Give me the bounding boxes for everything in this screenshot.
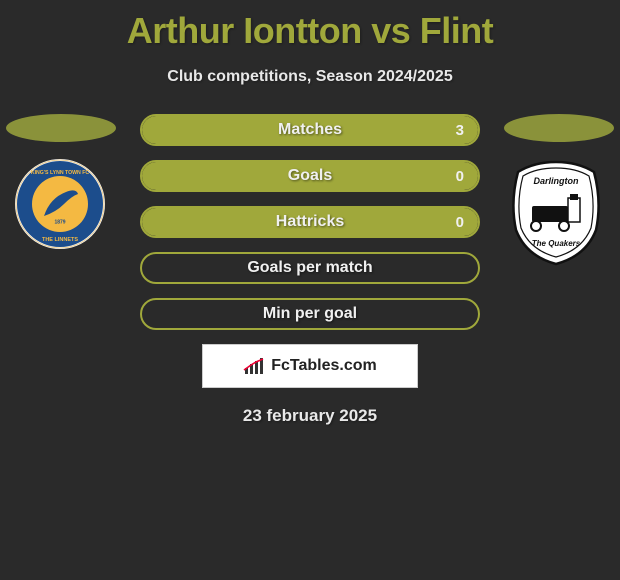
stat-row-matches: Matches 3 xyxy=(140,114,480,146)
svg-text:Darlington: Darlington xyxy=(534,176,579,186)
stat-row-min-per-goal: Min per goal xyxy=(140,298,480,330)
svg-text:THE LINNETS: THE LINNETS xyxy=(42,237,78,243)
date-label: 23 february 2025 xyxy=(0,406,620,426)
stat-label: Goals xyxy=(288,167,332,185)
stat-row-goals: Goals 0 xyxy=(140,160,480,192)
stat-label: Hattricks xyxy=(276,213,344,231)
subtitle: Club competitions, Season 2024/2025 xyxy=(0,68,620,86)
brand-text: FcTables.com xyxy=(271,357,377,375)
stat-label: Goals per match xyxy=(247,259,372,277)
stat-row-hattricks: Hattricks 0 xyxy=(140,206,480,238)
stat-value-right: 3 xyxy=(456,122,464,139)
stats-list: Matches 3 Goals 0 Hattricks 0 Goals per … xyxy=(140,114,480,330)
stat-value-right: 0 xyxy=(456,214,464,231)
chart-icon xyxy=(243,356,267,376)
svg-text:The Quakers: The Quakers xyxy=(532,239,581,248)
svg-text:KING'S LYNN TOWN FC: KING'S LYNN TOWN FC xyxy=(31,170,90,176)
page-title: Arthur Iontton vs Flint xyxy=(0,0,620,52)
left-player-oval xyxy=(6,114,116,142)
stat-label: Matches xyxy=(278,121,342,139)
club-crest-icon: Darlington The Quakers xyxy=(506,158,606,268)
stat-row-goals-per-match: Goals per match xyxy=(140,252,480,284)
left-club-badge: KING'S LYNN TOWN FC THE LINNETS 1879 xyxy=(14,158,106,255)
brand-watermark: FcTables.com xyxy=(202,344,418,388)
club-crest-icon: KING'S LYNN TOWN FC THE LINNETS 1879 xyxy=(14,158,106,250)
right-club-badge: Darlington The Quakers xyxy=(506,158,606,273)
right-player-oval xyxy=(504,114,614,142)
comparison-area: KING'S LYNN TOWN FC THE LINNETS 1879 Dar… xyxy=(0,114,620,426)
stat-value-right: 0 xyxy=(456,168,464,185)
svg-text:1879: 1879 xyxy=(54,220,65,226)
stat-label: Min per goal xyxy=(263,305,357,323)
